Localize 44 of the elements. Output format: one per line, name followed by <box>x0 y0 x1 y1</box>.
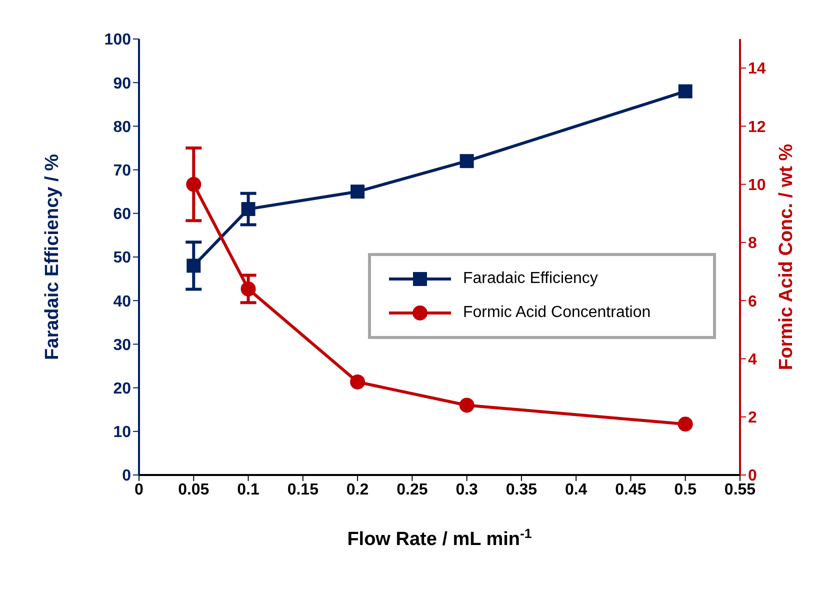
point <box>350 184 365 199</box>
y-tick-label: 100 <box>104 32 132 49</box>
point <box>186 176 202 192</box>
point <box>678 416 693 432</box>
y2-tick-label: 2 <box>748 410 757 427</box>
y2-tick-label: 10 <box>748 177 766 194</box>
y-tick-label: 90 <box>113 75 132 92</box>
x-tick-label: 0.5 <box>674 481 697 498</box>
x-tick-label: 0 <box>134 481 144 498</box>
legend-label: Formic Acid Concentration <box>463 304 651 322</box>
y2-tick-label: 8 <box>748 235 757 252</box>
point <box>186 258 201 273</box>
x-tick-label: 0.3 <box>456 481 478 498</box>
point <box>460 154 474 168</box>
point <box>678 84 692 98</box>
y-tick-label: 60 <box>113 206 132 224</box>
x-tick-label: 0.15 <box>287 481 319 498</box>
y2-tick-label: 6 <box>748 293 757 310</box>
point <box>459 398 474 413</box>
y2-axis-title: Formic Acid Conc. / wt % <box>776 144 797 370</box>
y-tick-label: 70 <box>113 162 132 180</box>
x-tick-label: 0.1 <box>237 481 260 498</box>
point <box>350 374 366 390</box>
point <box>240 281 256 296</box>
point <box>241 202 256 216</box>
x-tick-label: 0.25 <box>396 481 428 498</box>
x-axis-title: Flow Rate / mL min$^{-1}$ <box>347 526 532 550</box>
y-tick-label: 80 <box>113 118 132 136</box>
y-tick-label: 0 <box>122 468 132 485</box>
y2-tick-label: 4 <box>748 351 757 368</box>
x-tick-label: 0.2 <box>346 481 369 498</box>
y-tick-label: 20 <box>113 380 132 398</box>
y2-tick-label: 12 <box>748 118 766 136</box>
y-tick-label: 10 <box>113 424 132 442</box>
y-tick-label: 30 <box>113 336 132 354</box>
x-tick-label: 0.4 <box>564 481 588 498</box>
legend-label: Faradaic Efficiency <box>463 270 598 288</box>
y-tick-label: 40 <box>113 293 132 310</box>
y2-tick-label: 14 <box>748 60 766 78</box>
x-tick-label: 0.35 <box>506 481 538 498</box>
x-tick-label: 0.05 <box>178 481 210 498</box>
y-tick-label: 50 <box>113 250 132 267</box>
x-tick-label: 0.45 <box>615 481 646 498</box>
y-axis-title: Faradaic Efficiency / % <box>42 154 63 360</box>
